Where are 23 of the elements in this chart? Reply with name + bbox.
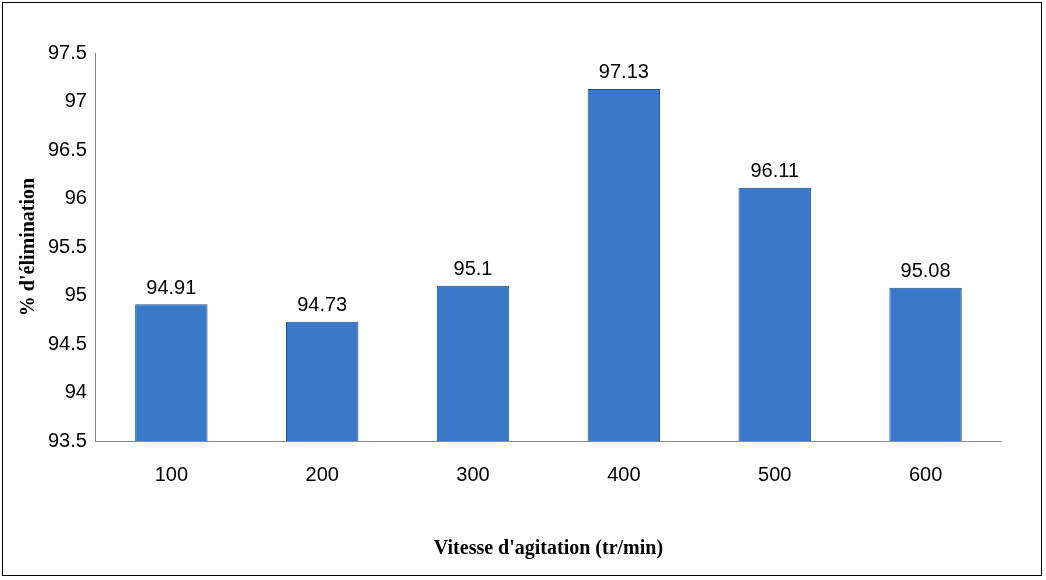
y-tick-label: 97.5 (47, 40, 87, 63)
data-label: 95.08 (900, 259, 951, 282)
data-label: 94.73 (297, 293, 348, 316)
y-tick-label: 94.5 (47, 331, 87, 354)
data-label: 95.1 (453, 257, 493, 280)
x-tick-label: 300 (456, 462, 490, 485)
x-axis-title: Vitesse d'agitation (tr/min) (433, 536, 664, 560)
x-tick-label: 200 (305, 462, 339, 485)
y-tick-label: 97 (64, 89, 87, 112)
y-tick-label: 95 (64, 283, 87, 306)
y-tick-label: 96 (64, 186, 87, 209)
y-tick-label: 93.5 (47, 428, 87, 451)
y-tick-label: 94 (64, 380, 87, 403)
y-tick-label: 96.5 (47, 137, 87, 160)
x-tick-label: 100 (154, 462, 189, 485)
data-label: 94.91 (146, 275, 197, 298)
data-label: 97.13 (598, 60, 649, 83)
x-tick-label: 500 (758, 462, 792, 485)
y-axis-title: % d'élimination (16, 177, 39, 317)
y-tick-label: 95.5 (47, 234, 87, 257)
x-tick-label: 400 (607, 462, 641, 485)
x-tick-label: 600 (908, 462, 943, 485)
data-label: 96.11 (750, 159, 800, 182)
